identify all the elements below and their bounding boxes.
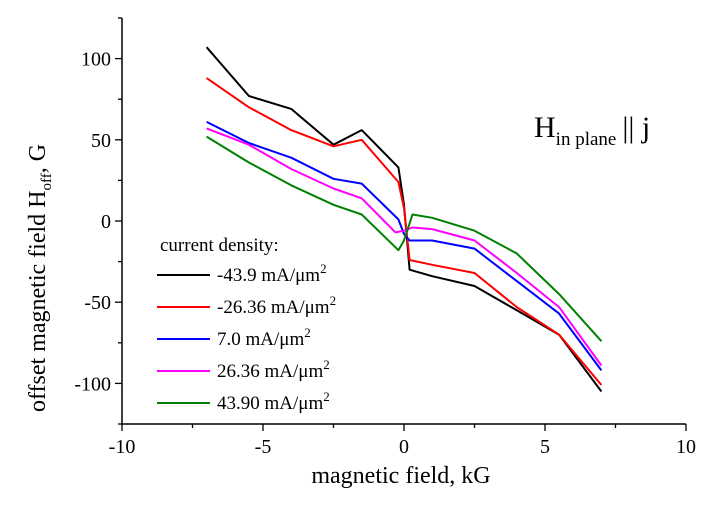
x-tick-label: -5 xyxy=(255,436,272,458)
legend-value: 43.90 mA/μm xyxy=(217,393,323,414)
series-line-2 xyxy=(206,77,603,386)
y-axis-title-tail: , G xyxy=(25,144,51,173)
legend-value: 26.36 mA/μm xyxy=(217,361,323,382)
legend-label-4: 26.36 mA/μm2 xyxy=(217,357,330,382)
legend-label-5: 43.90 mA/μm2 xyxy=(217,389,330,414)
annotation-sub: in plane xyxy=(556,129,617,150)
legend-label-1: -43.9 mA/μm2 xyxy=(217,261,327,286)
legend-title: current density: xyxy=(160,235,279,256)
y-tick-label: -100 xyxy=(74,373,111,395)
legend-label-3: 7.0 mA/μm2 xyxy=(217,325,311,350)
field-orientation-annotation: Hin plane || j xyxy=(534,111,650,150)
x-tick-label: 10 xyxy=(676,436,696,458)
legend-unit-sup: 2 xyxy=(330,293,337,308)
series-line-4 xyxy=(206,127,603,367)
y-tick-label: 0 xyxy=(101,211,111,233)
y-axis-title-sub: off xyxy=(39,173,55,190)
x-tick-label: 5 xyxy=(540,436,550,458)
legend-value: -43.9 mA/μm xyxy=(217,265,320,286)
legend-unit-sup: 2 xyxy=(304,325,311,340)
legend-value: 7.0 mA/μm xyxy=(217,329,304,350)
legend-unit-sup: 2 xyxy=(320,261,327,276)
y-tick-label: 100 xyxy=(81,49,111,71)
legend-unit-sup: 2 xyxy=(323,357,330,372)
legend-label-2: -26.36 mA/μm2 xyxy=(217,293,336,318)
annotation-tail: || j xyxy=(622,111,650,144)
y-axis-title: offset magnetic field Hoff, G xyxy=(25,144,55,412)
series-line-3 xyxy=(206,121,603,371)
legend-unit-sup: 2 xyxy=(323,389,330,404)
x-tick-label: -10 xyxy=(109,436,136,458)
series-line-5 xyxy=(206,135,603,342)
legend-value: -26.36 mA/μm xyxy=(217,297,330,318)
y-tick-label: 50 xyxy=(91,130,111,152)
y-tick-label: -50 xyxy=(84,292,111,314)
y-axis-title-main: offset magnetic field H xyxy=(25,191,51,412)
annotation-main: H xyxy=(534,111,556,144)
x-tick-label: 0 xyxy=(399,436,409,458)
plot-lines xyxy=(205,46,603,393)
x-axis-title: magnetic field, kG xyxy=(311,463,490,489)
